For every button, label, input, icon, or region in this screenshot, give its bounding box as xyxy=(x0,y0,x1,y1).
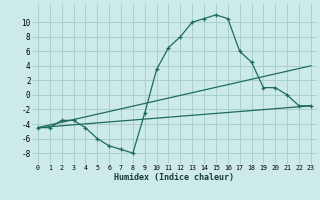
X-axis label: Humidex (Indice chaleur): Humidex (Indice chaleur) xyxy=(115,173,234,182)
